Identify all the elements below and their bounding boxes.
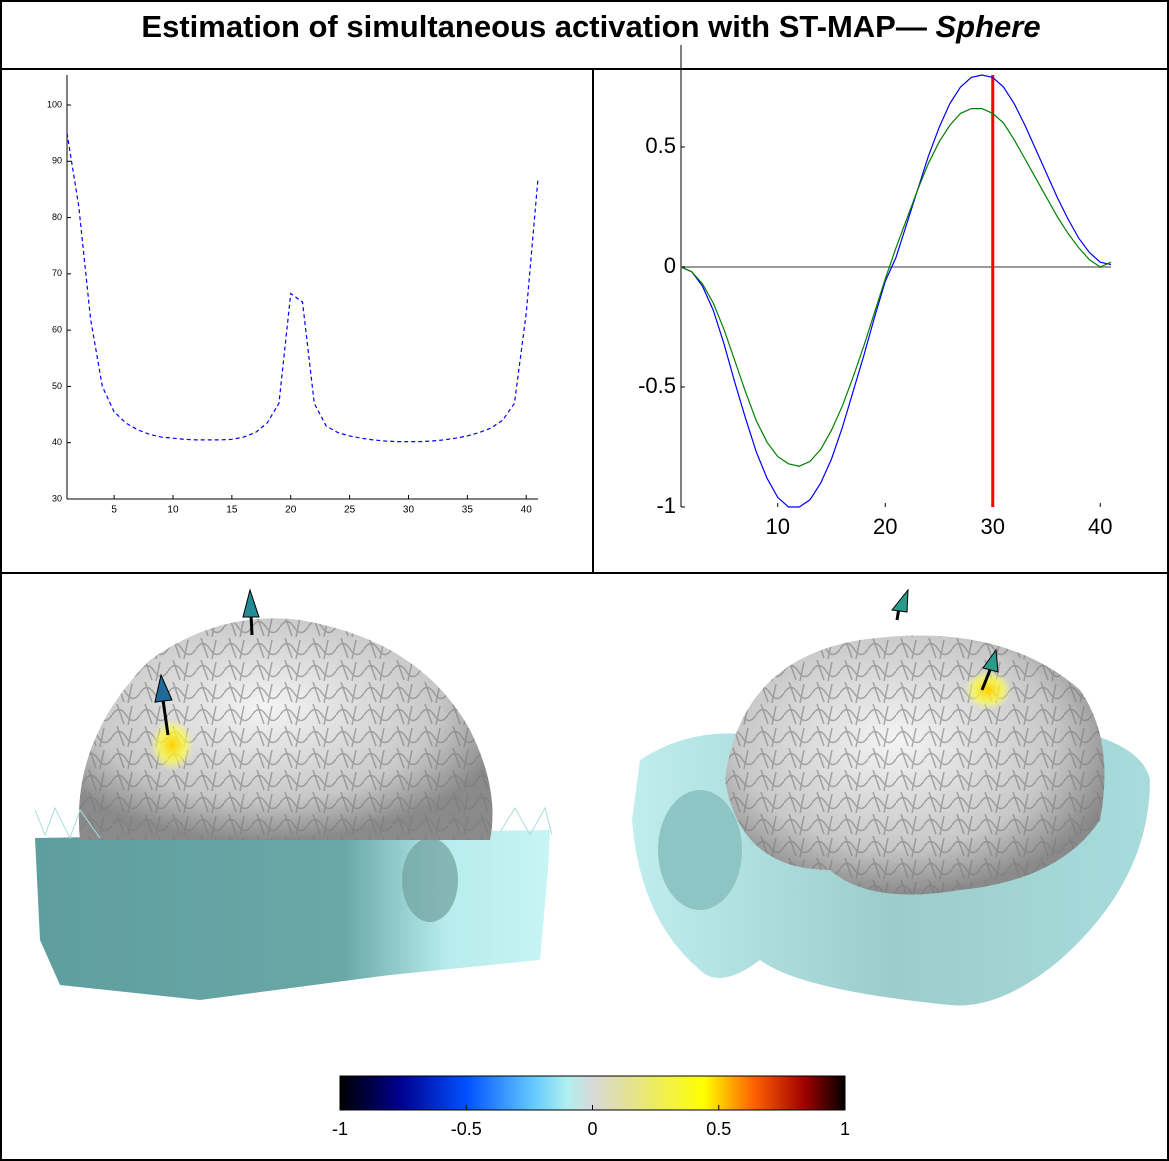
y-tick-label: 40 — [52, 437, 62, 447]
y-tick-label: 50 — [52, 381, 62, 391]
title: Estimation of simultaneous activation wi… — [141, 9, 1040, 44]
x-tick-label: 15 — [226, 505, 238, 516]
y-tick-label: 90 — [52, 156, 62, 166]
x-tick-label: 35 — [462, 505, 474, 516]
x-tick-label: 5 — [111, 505, 117, 516]
x-tick-label: 20 — [285, 505, 297, 516]
series-line — [680, 74, 1112, 508]
series-line — [66, 133, 539, 443]
x-tick-label: 10 — [167, 505, 179, 516]
colorbar-tick-label: -1 — [332, 1119, 348, 1139]
y-tick-label: -1 — [656, 493, 676, 518]
y-tick-label: 60 — [52, 325, 62, 335]
x-tick-label: 10 — [766, 514, 790, 539]
colorbar-tick-label: -0.5 — [451, 1119, 482, 1139]
y-tick-label: 0 — [664, 253, 676, 278]
x-tick-label: 40 — [1088, 514, 1112, 539]
colorbar-tick-label: 0.5 — [706, 1119, 731, 1139]
y-tick-label: 0.5 — [645, 133, 676, 158]
colorbar-tick-label: 1 — [840, 1119, 850, 1139]
y-tick-label: -0.5 — [638, 373, 676, 398]
head-right — [632, 588, 1150, 1006]
title-text: Estimation of simultaneous activation wi… — [141, 9, 926, 44]
title-emphasis: Sphere — [935, 9, 1040, 44]
x-tick-label: 25 — [344, 505, 356, 516]
x-tick-label: 30 — [981, 514, 1005, 539]
y-tick-label: 80 — [52, 212, 62, 222]
x-tick-label: 20 — [873, 514, 897, 539]
colorbar-tick-label: 0 — [587, 1119, 597, 1139]
head-left — [34, 588, 553, 1000]
y-tick-label: 30 — [52, 493, 62, 503]
x-tick-label: 30 — [403, 505, 415, 516]
colorbar — [339, 1075, 846, 1111]
y-tick-label: 70 — [52, 268, 62, 278]
series-line — [680, 108, 1112, 467]
y-tick-label: 100 — [47, 99, 62, 109]
x-tick-label: 40 — [521, 505, 533, 516]
